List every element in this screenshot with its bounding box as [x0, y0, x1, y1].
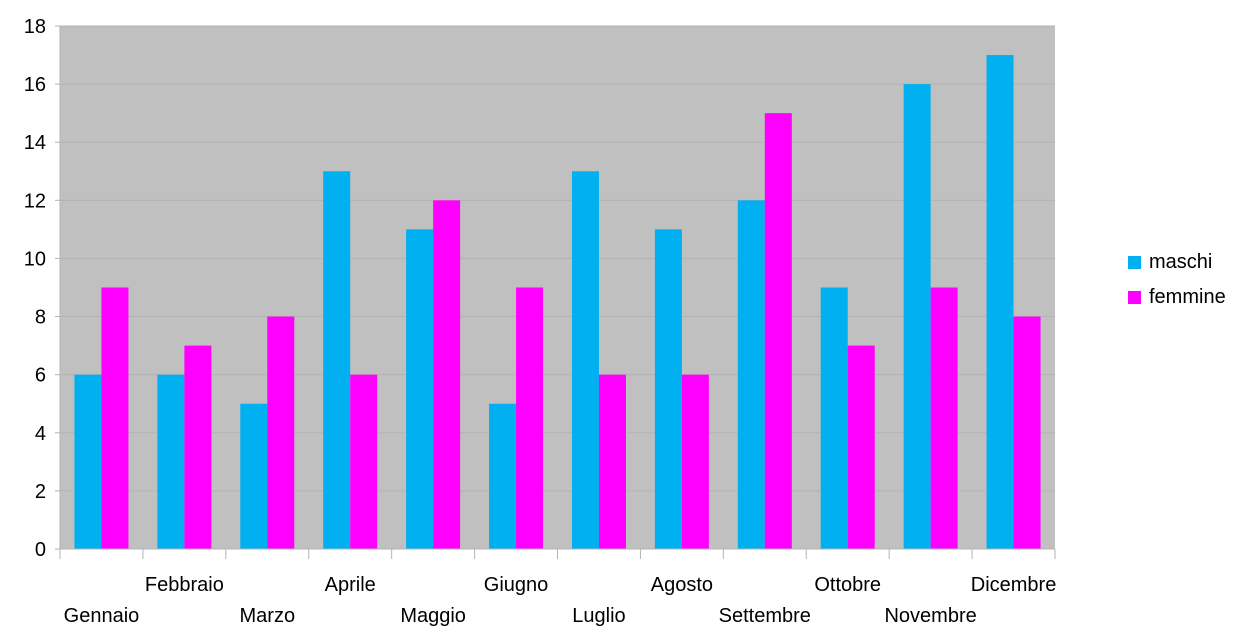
bar-femmine-Gennaio — [101, 287, 129, 549]
bar-femmine-Ottobre — [847, 345, 875, 549]
bar-maschi-Aprile — [323, 171, 351, 549]
bar-maschi-Novembre — [903, 84, 931, 549]
x-tick-label-Maggio: Maggio — [400, 605, 466, 627]
y-tick-label-10: 10 — [24, 248, 46, 270]
bar-femmine-Maggio — [433, 200, 461, 550]
bar-maschi-Febbraio — [157, 374, 185, 549]
bar-maschi-Marzo — [240, 403, 268, 549]
x-tick-label-Dicembre: Dicembre — [971, 574, 1057, 596]
legend: maschi femmine — [1128, 245, 1226, 315]
bar-femmine-Luglio — [598, 374, 626, 549]
y-tick-label-18: 18 — [24, 16, 46, 38]
x-tick-label-Giugno: Giugno — [484, 574, 549, 596]
y-tick-label-8: 8 — [35, 307, 46, 329]
y-tick-label-14: 14 — [24, 132, 46, 154]
bar-femmine-Novembre — [930, 287, 958, 549]
legend-item-femmine: femmine — [1128, 280, 1226, 315]
legend-label-maschi: maschi — [1149, 251, 1213, 273]
x-tick-label-Ottobre: Ottobre — [814, 574, 881, 596]
legend-swatch-femmine — [1128, 291, 1141, 304]
bar-femmine-Agosto — [681, 374, 709, 549]
y-tick-labels: 0 2 4 6 8 10 12 14 16 18 — [24, 16, 46, 561]
x-tick-label-Settembre: Settembre — [719, 605, 811, 627]
y-tick-label-2: 2 — [35, 481, 46, 503]
bar-femmine-Aprile — [350, 374, 378, 549]
x-tick-label-Agosto: Agosto — [651, 574, 713, 596]
x-tick-label-Luglio: Luglio — [572, 605, 625, 627]
bar-femmine-Marzo — [267, 316, 295, 549]
bar-maschi-Settembre — [737, 200, 765, 550]
legend-label-femmine: femmine — [1149, 286, 1226, 308]
x-tick-label-Gennaio: Gennaio — [64, 605, 140, 627]
y-tick-label-4: 4 — [35, 423, 46, 445]
bar-maschi-Gennaio — [74, 374, 102, 549]
legend-item-maschi: maschi — [1128, 245, 1226, 280]
bar-maschi-Luglio — [571, 171, 599, 549]
y-tick-label-6: 6 — [35, 365, 46, 387]
bar-femmine-Settembre — [764, 113, 792, 550]
x-tick-label-Aprile: Aprile — [325, 574, 376, 596]
x-tick-label-Marzo: Marzo — [240, 605, 296, 627]
gridlines — [60, 25, 1055, 492]
y-tick-label-16: 16 — [24, 74, 46, 96]
bar-maschi-Ottobre — [820, 287, 848, 549]
y-tick-label-12: 12 — [24, 190, 46, 212]
bar-maschi-Giugno — [489, 403, 517, 549]
bar-femmine-Dicembre — [1013, 316, 1041, 549]
bar-maschi-Agosto — [654, 229, 682, 549]
bar-femmine-Giugno — [516, 287, 544, 549]
axes — [55, 25, 1056, 559]
bar-maschi-Dicembre — [986, 55, 1014, 550]
plot-area — [60, 26, 1055, 549]
x-tick-label-Novembre: Novembre — [884, 605, 976, 627]
bars — [74, 55, 1041, 550]
y-tick-label-0: 0 — [35, 539, 46, 561]
legend-swatch-maschi — [1128, 256, 1141, 269]
x-tick-label-Febbraio: Febbraio — [145, 574, 224, 596]
bar-maschi-Maggio — [406, 229, 434, 549]
bar-femmine-Febbraio — [184, 345, 212, 549]
